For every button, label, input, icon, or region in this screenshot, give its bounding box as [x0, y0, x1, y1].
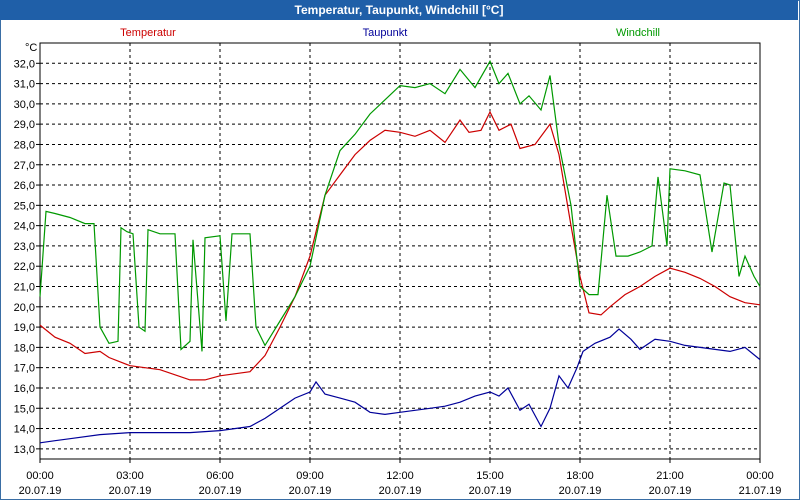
legend-entry-windchill: Windchill — [616, 27, 660, 39]
y-tick-label: 32,0 — [14, 58, 35, 70]
x-tick-label-date: 20.07.19 — [19, 485, 62, 497]
x-tick-label-time: 18:00 — [566, 470, 594, 482]
legend-entry-temperatur: Temperatur — [120, 27, 176, 39]
y-tick-label: 19,0 — [14, 322, 35, 334]
y-tick-label: 23,0 — [14, 241, 35, 253]
y-tick-label: 17,0 — [14, 363, 35, 375]
y-tick-label: 13,0 — [14, 444, 35, 456]
x-tick-label-time: 15:00 — [476, 470, 504, 482]
series-lines — [39, 59, 761, 444]
y-tick-label: 16,0 — [14, 383, 35, 395]
grid — [40, 43, 760, 459]
x-tick-label-date: 21.07.19 — [739, 485, 782, 497]
y-tick-label: 27,0 — [14, 160, 35, 172]
legend-entry-taupunkt: Taupunkt — [363, 27, 408, 39]
y-tick-label: 29,0 — [14, 119, 35, 131]
x-tick-label-time: 00:00 — [26, 470, 54, 482]
x-tick-label-time: 12:00 — [386, 470, 414, 482]
y-tick-label: 22,0 — [14, 261, 35, 273]
x-tick-label-time: 06:00 — [206, 470, 234, 482]
y-tick-label: 15,0 — [14, 403, 35, 415]
x-tick-label-time: 21:00 — [656, 470, 684, 482]
series-line-windchill — [39, 59, 761, 352]
y-tick-label: 21,0 — [14, 282, 35, 294]
x-tick-label-date: 20.07.19 — [289, 485, 332, 497]
series-line-temperatur — [39, 110, 761, 381]
x-tick-label-date: 20.07.19 — [199, 485, 242, 497]
y-tick-label: 28,0 — [14, 139, 35, 151]
x-tick-label-date: 20.07.19 — [379, 485, 422, 497]
legend: Temperatur Taupunkt Windchill — [120, 27, 660, 39]
x-tick-label-time: 09:00 — [296, 470, 324, 482]
y-tick-label: 20,0 — [14, 302, 35, 314]
y-tick-label: 24,0 — [14, 221, 35, 233]
y-tick-label: 14,0 — [14, 424, 35, 436]
y-tick-label: 26,0 — [14, 180, 35, 192]
y-tick-label: 18,0 — [14, 342, 35, 354]
y-axis-unit: °C — [25, 42, 37, 54]
y-tick-label: 25,0 — [14, 200, 35, 212]
x-tick-label-time: 03:00 — [116, 470, 144, 482]
y-axis: 13,0 14,0 15,0 16,0 17,0 18,0 19,0 20,0 21,0 22,0… — [14, 58, 40, 456]
x-axis: 00:00 20.07.19 03:00 20.07.19 06:00 20.07.19 0… — [19, 459, 782, 497]
x-tick-label-time: 00:00 — [746, 470, 774, 482]
series-line-taupunkt — [39, 328, 761, 444]
y-tick-label: 30,0 — [14, 99, 35, 111]
x-tick-label-date: 20.07.19 — [109, 485, 152, 497]
chart-title: Temperatur, Taupunkt, Windchill [°C] — [0, 0, 798, 20]
x-tick-label-date: 20.07.19 — [469, 485, 512, 497]
x-tick-label-date: 20.07.19 — [649, 485, 692, 497]
y-tick-label: 31,0 — [14, 79, 35, 91]
x-tick-label-date: 20.07.19 — [559, 485, 602, 497]
